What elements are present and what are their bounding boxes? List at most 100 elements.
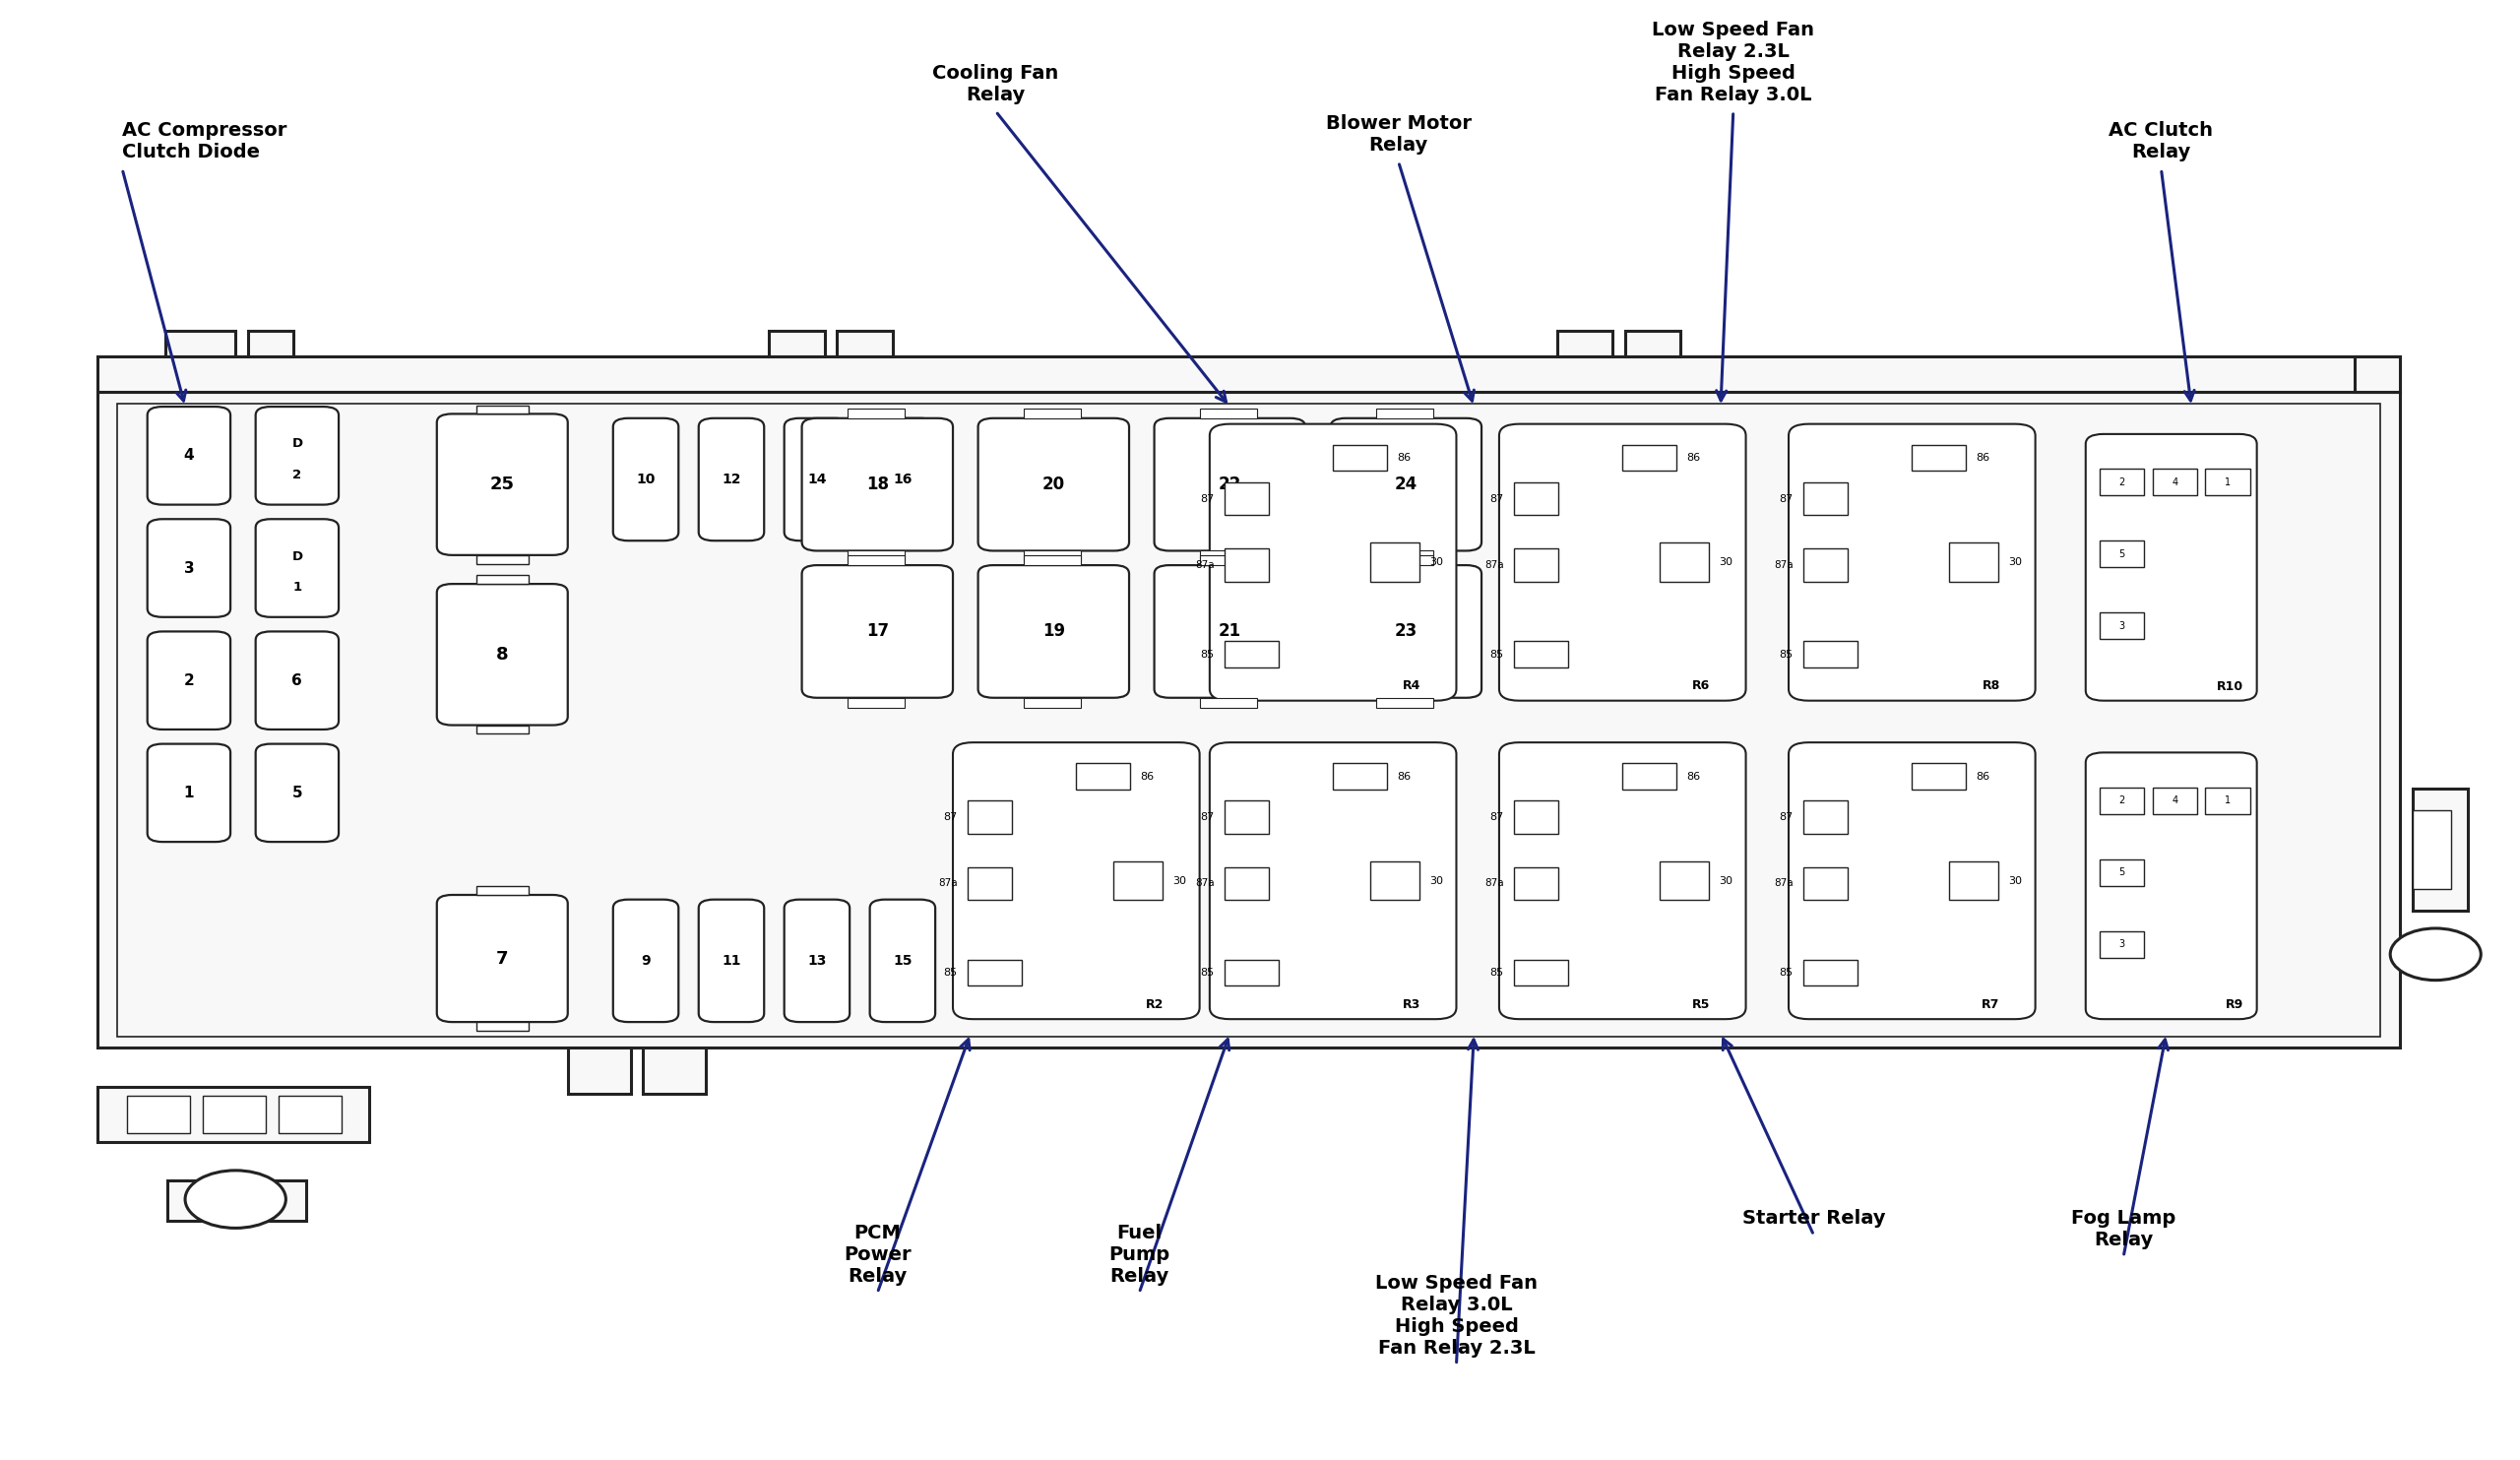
Bar [1948,543,1998,581]
Bar [1023,555,1081,565]
Bar [476,1022,529,1031]
Bar [847,409,905,418]
Text: 87a: 87a [1194,561,1215,569]
Text: 1: 1 [2225,796,2230,806]
Text: R8: R8 [1981,679,2001,692]
Text: R4: R4 [1404,679,1421,692]
Text: 12: 12 [721,473,741,486]
Text: Low Speed Fan
Relay 2.3L
High Speed
Fan Relay 3.0L: Low Speed Fan Relay 2.3L High Speed Fan … [1653,20,1814,104]
Text: D: D [292,550,302,562]
Text: 87a: 87a [937,879,958,889]
Text: 30: 30 [1719,876,1734,886]
Text: 30: 30 [1719,558,1734,568]
FancyBboxPatch shape [1210,743,1457,1019]
FancyBboxPatch shape [698,899,764,1022]
Bar [2099,931,2145,958]
Bar [1225,867,1270,901]
FancyBboxPatch shape [1210,423,1457,701]
Bar [1515,641,1567,667]
Bar [247,330,292,356]
Text: 85: 85 [1489,650,1504,660]
Bar [1661,861,1709,901]
Bar [1913,764,1966,790]
Bar [116,404,2381,1037]
Bar [1200,409,1257,418]
Text: 87: 87 [1200,493,1215,504]
Text: 30: 30 [2008,876,2021,886]
Text: 24: 24 [1394,476,1416,493]
Bar [1333,764,1389,790]
FancyBboxPatch shape [698,418,764,540]
Bar [476,555,529,564]
Text: 30: 30 [1172,876,1187,886]
Text: 87a: 87a [1774,879,1794,889]
FancyBboxPatch shape [1154,565,1305,698]
Text: Starter Relay: Starter Relay [1741,1209,1885,1228]
Text: 22: 22 [1217,476,1242,493]
Text: 87: 87 [1489,493,1504,504]
FancyBboxPatch shape [146,745,229,842]
Bar [1371,861,1419,901]
Bar [476,726,529,734]
Bar [1804,641,1857,667]
Text: 20: 20 [1043,476,1066,493]
Bar [1225,800,1270,834]
Text: 2: 2 [184,673,194,688]
Text: 6: 6 [292,673,302,688]
Text: AC Compressor
Clutch Diode: AC Compressor Clutch Diode [121,121,287,162]
Text: 1: 1 [184,785,194,800]
FancyBboxPatch shape [436,584,567,726]
Bar [1515,482,1557,515]
Text: 17: 17 [867,622,890,641]
Text: 4: 4 [2172,796,2177,806]
Bar [1804,482,1847,515]
Text: R6: R6 [1693,679,1711,692]
Text: 87a: 87a [1194,879,1215,889]
FancyBboxPatch shape [953,743,1200,1019]
Bar [1225,549,1270,581]
Text: 85: 85 [1779,968,1794,978]
Bar [2099,787,2145,813]
Text: 5: 5 [292,785,302,800]
Text: 85: 85 [1200,650,1215,660]
Bar [2414,788,2467,911]
FancyBboxPatch shape [2087,752,2258,1019]
Text: 86: 86 [1399,453,1411,463]
Text: 3: 3 [184,561,194,575]
Text: 5: 5 [2119,867,2124,877]
Bar [1557,330,1613,356]
Text: 86: 86 [1399,771,1411,781]
Text: 9: 9 [640,953,650,968]
Bar [643,1048,706,1094]
FancyBboxPatch shape [1499,423,1746,701]
Bar [1371,543,1419,581]
Text: D: D [292,438,302,450]
Bar [166,1181,305,1221]
Text: 87: 87 [1779,812,1794,822]
Bar [1023,550,1081,561]
Bar [2152,787,2197,813]
Text: 21: 21 [1217,622,1242,641]
FancyBboxPatch shape [436,895,567,1022]
FancyBboxPatch shape [1331,418,1482,550]
Text: 30: 30 [1429,558,1444,568]
Text: R7: R7 [1981,999,2001,1010]
Text: 3: 3 [2119,620,2124,631]
FancyBboxPatch shape [1331,565,1482,698]
Text: 16: 16 [892,473,912,486]
Bar [2099,613,2145,639]
Bar [126,1095,189,1133]
Text: 25: 25 [489,476,514,493]
Text: 14: 14 [806,473,827,486]
FancyBboxPatch shape [146,407,229,505]
FancyBboxPatch shape [255,407,338,505]
Bar [1515,800,1557,834]
Bar [1948,861,1998,901]
Text: 30: 30 [2008,558,2021,568]
FancyBboxPatch shape [146,632,229,730]
Text: 87: 87 [1779,493,1794,504]
Text: PCM
Power
Relay: PCM Power Relay [844,1223,912,1286]
Text: 87a: 87a [1484,561,1504,569]
Bar [1515,959,1567,986]
Bar [2152,469,2197,495]
